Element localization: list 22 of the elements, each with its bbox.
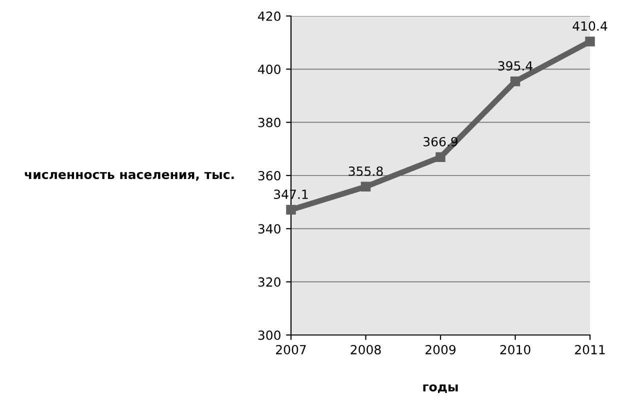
point: [286, 204, 296, 215]
data-label: 355.8: [348, 166, 383, 176]
point: [510, 76, 520, 86]
y-tick-label: 360: [258, 170, 280, 180]
y-tick-label: 340: [258, 224, 280, 234]
x-tick-label: 2010: [500, 344, 530, 354]
x-tick-label: 2011: [575, 344, 605, 354]
y-tick-label: 400: [258, 64, 280, 74]
point: [585, 36, 595, 46]
x-tick-label: 2009: [426, 344, 456, 354]
data-label: 395.4: [498, 61, 532, 71]
y-axis-title: численность населения, тыс.: [24, 172, 234, 181]
x-tick-label: 2007: [276, 344, 306, 354]
y-tick-label: 320: [258, 277, 280, 287]
x-tick-label: 2008: [350, 344, 381, 354]
y-tick-label: 300: [258, 330, 280, 340]
x-axis-title: годы: [423, 384, 458, 394]
y-tick-label: 380: [258, 118, 280, 128]
y-tick-label: 420: [258, 11, 280, 21]
data-label: 410.4: [572, 21, 608, 31]
point: [436, 152, 446, 162]
point: [360, 182, 371, 192]
